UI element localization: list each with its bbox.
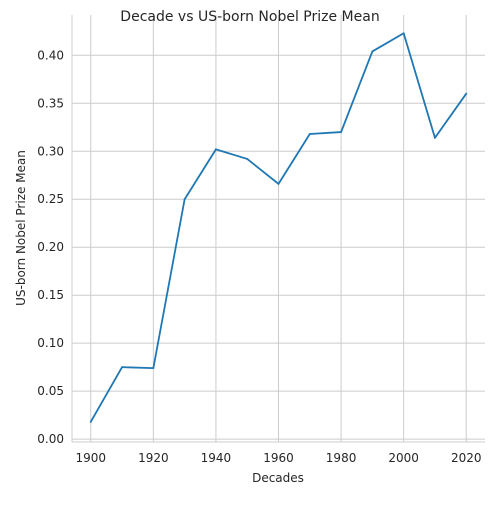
y-tick-label: 0.35 <box>37 96 64 110</box>
data-point <box>152 367 154 369</box>
y-tick-label: 0.00 <box>37 432 64 446</box>
data-point <box>309 133 311 135</box>
y-tick-label: 0.10 <box>37 336 64 350</box>
data-point <box>371 51 373 53</box>
data-point <box>340 131 342 133</box>
data-point <box>184 198 186 200</box>
x-tick-label: 1940 <box>201 451 232 465</box>
y-tick-label: 0.30 <box>37 144 64 158</box>
data-point <box>246 158 248 160</box>
x-tick-label: 1900 <box>75 451 106 465</box>
grid <box>72 15 485 442</box>
x-tick-label: 1980 <box>326 451 357 465</box>
y-tick-label: 0.25 <box>37 192 64 206</box>
data-point <box>278 183 280 185</box>
data-point <box>403 32 405 34</box>
data-point <box>465 93 467 95</box>
x-tick-label: 1960 <box>263 451 294 465</box>
x-tick-label: 2000 <box>388 451 419 465</box>
chart-title: Decade vs US-born Nobel Prize Mean <box>120 9 379 25</box>
data-point <box>90 421 92 423</box>
x-tick-label: 2020 <box>451 451 482 465</box>
tick-labels: 1900 1920 1940 1960 1980 2000 2020 0.00 0.05 0.10… <box>37 48 481 465</box>
data-point <box>434 137 436 139</box>
y-tick-label: 0.05 <box>37 384 64 398</box>
x-axis-label: Decades <box>252 471 304 485</box>
y-tick-label: 0.20 <box>37 240 64 254</box>
y-tick-label: 0.40 <box>37 48 64 62</box>
y-tick-label: 0.15 <box>37 288 64 302</box>
data-point <box>121 366 123 368</box>
data-point <box>215 148 217 150</box>
y-axis-label: US-born Nobel Prize Mean <box>14 150 28 306</box>
x-tick-label: 1920 <box>138 451 169 465</box>
